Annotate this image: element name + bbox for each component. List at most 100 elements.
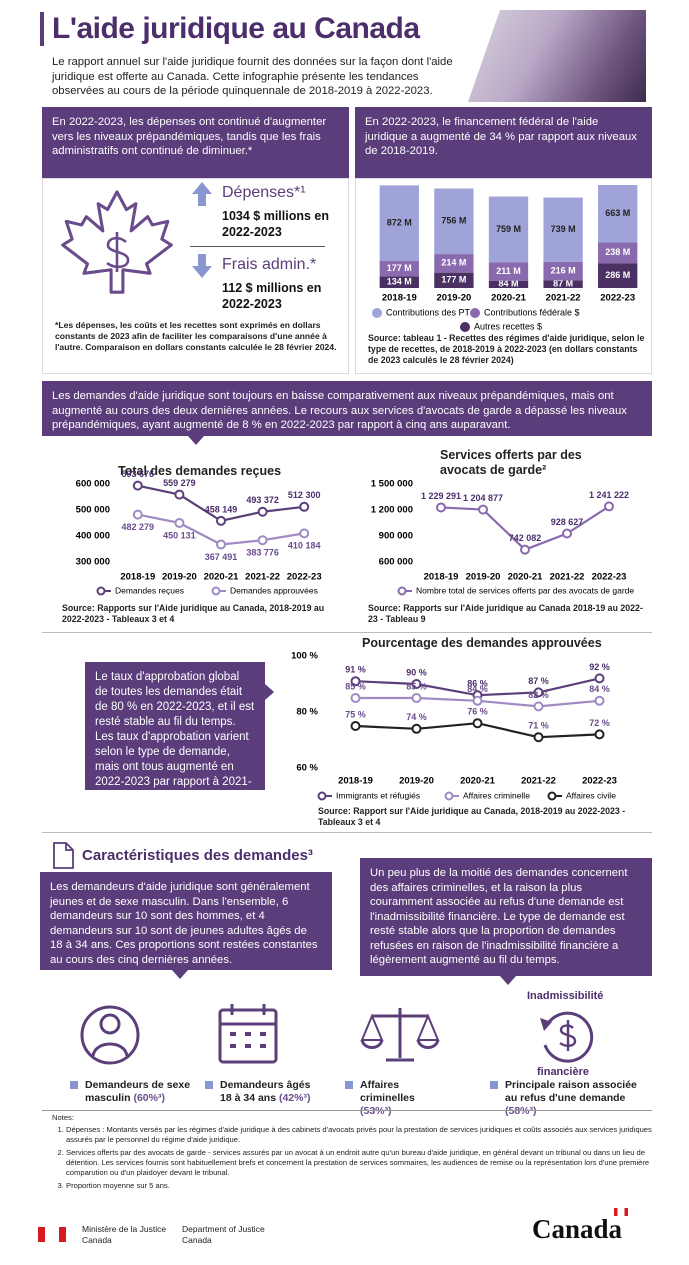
point: [562, 528, 572, 539]
legend-swatch: [211, 586, 221, 596]
value-label: 742 082: [509, 533, 542, 543]
line: [355, 696, 600, 708]
divider: [42, 1110, 652, 1111]
point: [299, 501, 310, 512]
footer-text: Canada: [82, 1234, 112, 1245]
point: [478, 504, 488, 515]
point: [472, 718, 483, 729]
stat: Demandeurs de sexe masculin (60%³): [70, 1079, 195, 1105]
point: [533, 732, 544, 743]
line: [137, 513, 305, 546]
point: [411, 693, 422, 703]
calendar-icon: [218, 1004, 278, 1064]
note: Proportion moyenne sur 5 ans.: [66, 1181, 652, 1191]
divider: [190, 246, 325, 247]
stat-label: Demandeurs âgés 18 à 34 ans: [220, 1079, 311, 1104]
legend-swatch: [397, 586, 407, 596]
x-tick-label: 2022-23: [592, 572, 627, 583]
stat-label: Affaires criminelles: [360, 1079, 415, 1104]
point: [411, 679, 422, 689]
y-tick-label: 600 000: [379, 557, 413, 568]
value-label: 82 %: [528, 690, 549, 700]
icon-caption: financière: [537, 1066, 589, 1078]
stat: Demandeurs âgés 18 à 34 ans (42%³): [205, 1079, 320, 1105]
value-label: 512 300: [288, 490, 321, 500]
y-tick-label: 60 %: [296, 763, 318, 774]
point: [594, 729, 605, 740]
footer-en: Department of Justice Canada: [182, 1224, 265, 1245]
point: [174, 489, 185, 500]
point: [436, 502, 446, 513]
value-label: 450 131: [163, 530, 196, 540]
x-tick-label: 2022-23: [582, 776, 617, 787]
note: Services offerts par des avocats de gard…: [66, 1148, 652, 1178]
stat: Affaires criminelles (53%³): [345, 1079, 445, 1118]
value-label: 1 229 291: [421, 491, 461, 501]
value-label: 76 %: [467, 707, 488, 717]
value-label: 410 184: [288, 541, 321, 551]
divider: [42, 832, 652, 833]
x-tick-label: 2020-21: [508, 572, 544, 583]
spending-banner: En 2022-2023, les dépenses ont continué …: [42, 107, 349, 178]
value-label: 92 %: [589, 662, 610, 672]
line: [137, 484, 305, 523]
legend-label: Affaires criminelle: [463, 790, 530, 800]
section-heading: Caractéristiques des demandes³: [82, 847, 313, 864]
icon-caption: Inadmissibilité: [527, 990, 604, 1002]
flag: [38, 1227, 66, 1242]
value-label: 85 %: [406, 681, 427, 691]
requests-banner: Les demandes d'aide juridique sont toujo…: [42, 381, 652, 436]
funding-banner: En 2022-2023, le financement fédéral de …: [355, 107, 652, 178]
point: [132, 509, 143, 520]
value-label: 84 %: [467, 684, 488, 694]
y-tick-label: 300 000: [76, 557, 110, 568]
footer-fr: Ministère de la Justice Canada: [82, 1224, 166, 1245]
x-tick-label: 2018-19: [120, 572, 155, 583]
value-label: 74 %: [406, 712, 427, 722]
x-tick-label: 2018-19: [424, 572, 459, 583]
divider: [42, 632, 652, 633]
value-label: 367 491: [205, 552, 238, 562]
wordmark: Canada: [532, 1214, 623, 1244]
y-tick-label: 400 000: [76, 531, 110, 542]
legend-swatch: [547, 791, 557, 801]
legend-label: Immigrants et réfugiés: [336, 790, 420, 800]
refusal-icon: [540, 1011, 594, 1063]
legend-label: Nombre total de services offerts par des…: [416, 585, 634, 595]
line: [355, 722, 600, 739]
intro: Le rapport annuel sur l'aide juridique f…: [52, 56, 453, 97]
legend-swatch: [444, 791, 454, 801]
chart-title: Pourcentage des demandes approuvées: [362, 636, 602, 650]
accent-bar: [40, 12, 44, 46]
value-label: 84 %: [589, 684, 610, 694]
characteristics-right: Un peu plus de la moitié des demandes co…: [360, 858, 652, 976]
point: [350, 676, 361, 687]
stat-label: Demandeurs de sexe masculin: [85, 1079, 191, 1104]
chart-source: Source: tableau 1 - Recettes des régimes…: [368, 333, 645, 365]
y-tick-label: 1 500 000: [371, 479, 413, 490]
chart-title: Total des demandes reçues: [118, 464, 282, 478]
notes: Notes: Dépenses : Montants versés par le…: [52, 1113, 652, 1194]
legend-label: Demandes approuvées: [230, 585, 318, 595]
y-tick-label: 100 %: [291, 651, 318, 662]
x-tick-label: 2019-20: [162, 572, 197, 583]
x-tick-label: 2022-23: [287, 572, 322, 583]
y-tick-label: 1 200 000: [371, 505, 413, 516]
pointer: [500, 976, 516, 985]
x-tick-label: 2019-20: [399, 776, 434, 787]
pointer: [265, 684, 274, 700]
footer-text: Canada: [182, 1234, 212, 1245]
point: [216, 515, 226, 526]
x-tick-label: 2020-21: [204, 572, 240, 583]
value-label: 72 %: [589, 718, 610, 728]
point: [411, 723, 422, 734]
value-label: 493 372: [246, 495, 279, 505]
expenses-label: Dépenses*¹: [222, 184, 306, 201]
page-title: L'aide juridique au Canada: [52, 12, 420, 45]
point: [594, 695, 605, 706]
note: Dépenses : Montants versés par les régim…: [66, 1125, 652, 1145]
value-label: 458 149: [205, 504, 238, 514]
value-label: 928 627: [551, 517, 584, 527]
pointer: [188, 436, 204, 445]
